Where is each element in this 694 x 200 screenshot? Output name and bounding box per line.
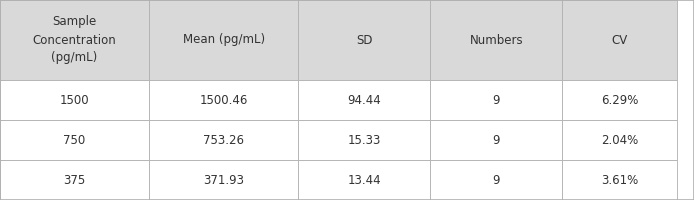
Bar: [0, 120, 149, 160]
Bar: [149, 0, 298, 80]
Text: 6.29%: 6.29%: [601, 94, 638, 106]
Text: 371.93: 371.93: [203, 173, 244, 186]
Text: Mean (pg/mL): Mean (pg/mL): [183, 33, 265, 46]
Text: 94.44: 94.44: [348, 94, 381, 106]
Text: 9: 9: [493, 173, 500, 186]
Text: 375: 375: [63, 173, 86, 186]
Bar: [149, 160, 298, 200]
Text: 9: 9: [493, 134, 500, 146]
Bar: [0, 80, 149, 120]
Bar: [298, 160, 430, 200]
Bar: [430, 120, 562, 160]
Bar: [298, 120, 430, 160]
Text: 9: 9: [493, 94, 500, 106]
Bar: [562, 120, 677, 160]
Bar: [562, 0, 677, 80]
Text: Numbers: Numbers: [469, 33, 523, 46]
Text: 15.33: 15.33: [348, 134, 381, 146]
Text: 1500.46: 1500.46: [200, 94, 248, 106]
Text: 750: 750: [63, 134, 86, 146]
Text: 13.44: 13.44: [348, 173, 381, 186]
Bar: [0, 160, 149, 200]
Text: 753.26: 753.26: [203, 134, 244, 146]
Text: 1500: 1500: [60, 94, 90, 106]
Bar: [298, 80, 430, 120]
Text: Sample
Concentration
(pg/mL): Sample Concentration (pg/mL): [33, 16, 117, 64]
Bar: [430, 0, 562, 80]
Text: SD: SD: [356, 33, 373, 46]
Bar: [430, 160, 562, 200]
Bar: [149, 80, 298, 120]
Bar: [149, 120, 298, 160]
Bar: [562, 160, 677, 200]
Text: 3.61%: 3.61%: [601, 173, 638, 186]
Bar: [562, 80, 677, 120]
Bar: [298, 0, 430, 80]
Bar: [430, 80, 562, 120]
Text: 2.04%: 2.04%: [601, 134, 638, 146]
Text: CV: CV: [611, 33, 627, 46]
Bar: [0, 0, 149, 80]
